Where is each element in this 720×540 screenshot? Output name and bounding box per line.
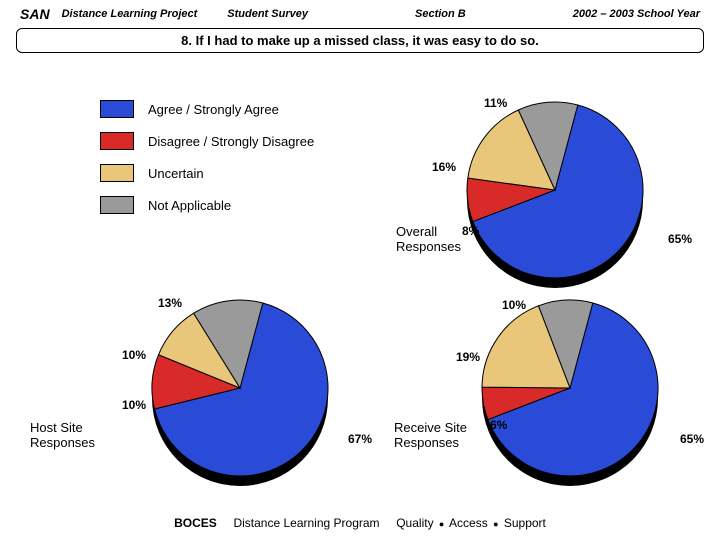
pie-slice-label: 11% [484, 96, 507, 110]
pie-slice-label: 10% [122, 398, 146, 412]
header-san: SAN [20, 6, 50, 22]
pie-slice-label: 13% [158, 296, 182, 310]
pie-chart-receive [467, 285, 673, 501]
footer-program: Distance Learning Program [233, 516, 379, 530]
legend-label-uncertain: Uncertain [148, 166, 204, 181]
legend-swatch-na [100, 196, 134, 214]
header-survey: Student Survey [227, 8, 308, 20]
pie-slice-label: 10% [502, 298, 526, 312]
legend-swatch-disagree [100, 132, 134, 150]
question-text: 8. If I had to make up a missed class, i… [181, 33, 539, 48]
legend-swatch-uncertain [100, 164, 134, 182]
pie-slice-label: 6% [490, 418, 507, 432]
pie-chart-overall [452, 87, 658, 303]
footer-tag-2: Support [504, 516, 546, 530]
legend-swatch-agree [100, 100, 134, 118]
legend-label-na: Not Applicable [148, 198, 231, 213]
header-year: 2002 – 2003 School Year [573, 8, 700, 20]
pie-receive [467, 285, 673, 501]
legend: Agree / Strongly Agree Disagree / Strong… [100, 100, 314, 228]
header-section: Section B [415, 8, 466, 20]
dot-separator: ● [437, 519, 446, 529]
header-project: Distance Learning Project [62, 8, 198, 20]
pie-slice-label: 8% [462, 224, 479, 238]
pie-slice-label: 65% [680, 432, 704, 446]
legend-label-agree: Agree / Strongly Agree [148, 102, 279, 117]
footer-org: BOCES [174, 516, 217, 530]
footer-tag-1: Access [449, 516, 488, 530]
pie-slice-label: 10% [122, 348, 146, 362]
page-footer: BOCES Distance Learning Program Quality … [0, 516, 720, 530]
pie-title-receive: Receive Site Responses [394, 420, 467, 450]
pie-overall [452, 87, 658, 303]
pie-chart-host [137, 285, 343, 501]
pie-title-overall: Overall Responses [396, 224, 461, 254]
pie-slice-label: 19% [456, 350, 480, 364]
question-box: 8. If I had to make up a missed class, i… [16, 28, 704, 53]
legend-item-agree: Agree / Strongly Agree [100, 100, 314, 118]
dot-separator: ● [491, 519, 500, 529]
pie-title-host: Host Site Responses [30, 420, 95, 450]
pie-slice-label: 65% [668, 232, 692, 246]
legend-item-uncertain: Uncertain [100, 164, 314, 182]
legend-item-disagree: Disagree / Strongly Disagree [100, 132, 314, 150]
legend-item-na: Not Applicable [100, 196, 314, 214]
footer-tag-0: Quality [396, 516, 433, 530]
pie-host [137, 285, 343, 501]
pie-slice-label: 67% [348, 432, 372, 446]
legend-label-disagree: Disagree / Strongly Disagree [148, 134, 314, 149]
page-header: SAN Distance Learning Project Student Su… [0, 0, 720, 26]
pie-slice-label: 16% [432, 160, 456, 174]
